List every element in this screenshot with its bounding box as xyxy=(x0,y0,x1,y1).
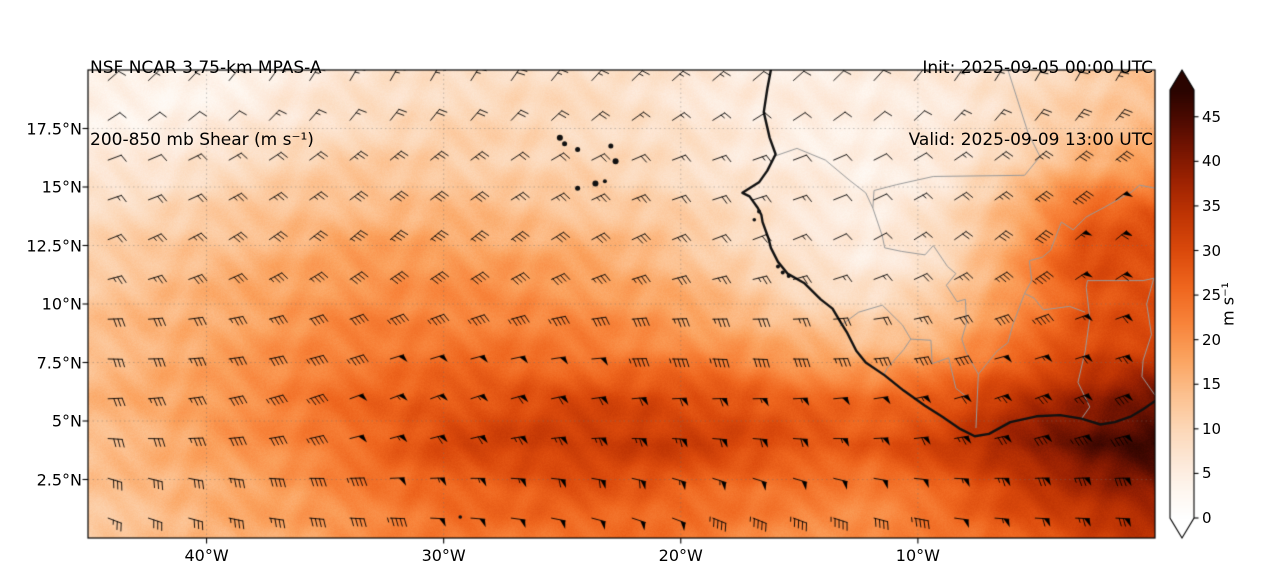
colorbar-tick-label: 40 xyxy=(1202,152,1222,171)
x-tick-label: 10°W xyxy=(895,546,940,565)
init-time: Init: 2025-09-05 00:00 UTC xyxy=(922,58,1153,78)
title-block: NSF NCAR 3.75-km MPAS-A 200-850 mb Shear… xyxy=(90,8,322,200)
y-tick-label: 12.5°N xyxy=(26,236,82,255)
colorbar-tick-label: 20 xyxy=(1202,330,1222,349)
colorbar-tick-label: 25 xyxy=(1202,286,1222,305)
colorbar-tick-label: 30 xyxy=(1202,241,1222,260)
x-tick-label: 30°W xyxy=(421,546,466,565)
y-tick-label: 17.5°N xyxy=(26,119,82,138)
colorbar-unit-label: m s⁻¹ xyxy=(1218,282,1238,326)
y-tick-label: 7.5°N xyxy=(36,353,82,372)
model-title: NSF NCAR 3.75-km MPAS-A xyxy=(90,58,322,78)
x-tick-label: 40°W xyxy=(184,546,229,565)
colorbar-tick-label: 35 xyxy=(1202,196,1222,215)
colorbar-tick-label: 45 xyxy=(1202,107,1222,126)
field-title: 200-850 mb Shear (m s⁻¹) xyxy=(90,130,314,150)
y-tick-label: 10°N xyxy=(41,294,82,314)
colorbar-tick-label: 0 xyxy=(1202,509,1212,527)
colorbar-tick-label: 15 xyxy=(1202,375,1222,394)
x-tick-label: 20°W xyxy=(658,546,703,565)
colorbar-tick-label: 10 xyxy=(1202,419,1222,438)
y-tick-label: 2.5°N xyxy=(36,470,82,489)
y-tick-label: 15°N xyxy=(41,177,82,197)
valid-time: Valid: 2025-09-09 13:00 UTC xyxy=(908,130,1153,150)
colorbar-tick-label: 5 xyxy=(1202,464,1212,483)
time-block: Init: 2025-09-05 00:00 UTC Valid: 2025-0… xyxy=(909,8,1153,200)
y-tick-label: 5°N xyxy=(51,411,82,431)
